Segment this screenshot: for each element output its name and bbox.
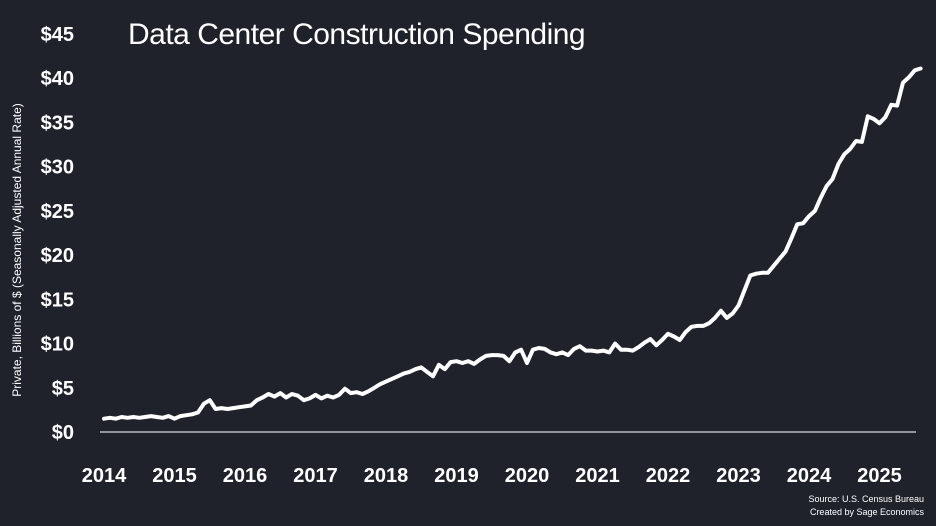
y-tick-label: $5 (52, 378, 74, 400)
x-tick-label: 2022 (646, 465, 691, 487)
y-tick-label: $35 (41, 112, 74, 134)
chart-title: Data Center Construction Spending (128, 18, 585, 51)
x-tick-label: 2020 (505, 465, 550, 487)
x-tick-label: 2014 (82, 465, 127, 487)
series-layer (102, 66, 923, 421)
series-line (102, 66, 923, 421)
x-tick-label: 2019 (434, 465, 479, 487)
x-tick-label: 2023 (716, 465, 761, 487)
y-tick-label: $15 (41, 289, 74, 311)
y-tick-label: $40 (41, 68, 74, 90)
y-axis-label: Private, Billions of $ (Seasonally Adjus… (10, 103, 24, 397)
creator-credit: Created by Sage Economics (810, 507, 925, 517)
x-tick-label: 2021 (575, 465, 620, 487)
x-tick-label: 2024 (787, 465, 832, 487)
y-axis: $0 $5 $10 $15 $20 $25 $30 $35 $40 $45 (41, 24, 74, 444)
source-credit: Source: U.S. Census Bureau (808, 494, 924, 504)
y-tick-label: $30 (41, 157, 74, 179)
x-tick-label: 2018 (364, 465, 409, 487)
y-tick-label: $45 (41, 24, 74, 46)
y-tick-label: $10 (41, 334, 74, 356)
x-tick-label: 2017 (293, 465, 338, 487)
x-axis: 2014 2015 2016 2017 2018 2019 2020 2021 2022 2023… (82, 465, 902, 487)
y-tick-label: $25 (41, 201, 74, 223)
x-tick-label: 2016 (223, 465, 268, 487)
y-tick-label: $0 (52, 422, 74, 444)
x-tick-label: 2025 (857, 465, 902, 487)
y-tick-label: $20 (41, 245, 74, 267)
x-tick-label: 2015 (152, 465, 197, 487)
